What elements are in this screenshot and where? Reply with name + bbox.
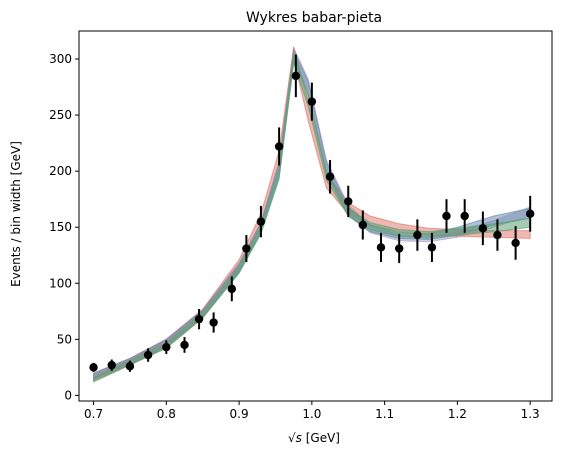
data-point [394, 244, 404, 253]
data-point [143, 350, 153, 360]
data-point [194, 314, 204, 324]
data-point [427, 243, 437, 252]
data-point [291, 71, 301, 81]
data-point [358, 220, 367, 230]
y-tick-label: 150 [49, 220, 72, 234]
y-tick-label: 300 [49, 52, 72, 66]
x-tick-label: 1.0 [302, 407, 321, 421]
y-tick-label: 250 [49, 108, 72, 122]
data-point [460, 211, 469, 221]
data-point [209, 318, 218, 327]
plot-frame [78, 30, 553, 402]
data-point [511, 238, 520, 248]
data-point [478, 224, 488, 233]
x-tick-label: 1.3 [521, 407, 540, 421]
y-tick-label: 200 [49, 164, 72, 178]
data-point [344, 197, 353, 206]
data-point [325, 172, 335, 181]
x-tick-label: 0.9 [230, 407, 249, 421]
data-point [493, 230, 502, 240]
data-point [242, 244, 251, 253]
y-tick-label: 0 [64, 388, 72, 402]
data-point [107, 360, 116, 370]
chart-title: Wykres babar-pieta [246, 10, 382, 26]
data-point [442, 211, 451, 221]
data-point [376, 243, 386, 252]
y-axis-ticks: 0 50 100 150 200 250 300 [49, 52, 79, 402]
x-tick-label: 0.8 [157, 407, 176, 421]
x-axis-ticks: 0.7 0.8 0.9 1.0 1.1 1.2 1.3 [84, 401, 540, 421]
y-tick-label: 50 [57, 332, 72, 346]
data-point [227, 284, 237, 294]
x-axis-label: √s [GeV] [288, 431, 340, 445]
x-tick-label: 1.2 [448, 407, 467, 421]
data-point [525, 209, 535, 218]
x-tick-label: 1.1 [375, 407, 394, 421]
data-point [256, 217, 266, 226]
data-point [180, 340, 189, 350]
data-point [307, 97, 317, 106]
data-point [89, 363, 98, 372]
x-tick-label: 0.7 [84, 407, 103, 421]
data-point [162, 342, 171, 352]
y-axis-label: Events / bin width [GeV] [9, 141, 23, 287]
y-tick-label: 100 [49, 276, 72, 290]
data-points [89, 54, 535, 372]
data-point [274, 142, 284, 151]
data-point [125, 362, 135, 371]
data-point [413, 230, 422, 240]
